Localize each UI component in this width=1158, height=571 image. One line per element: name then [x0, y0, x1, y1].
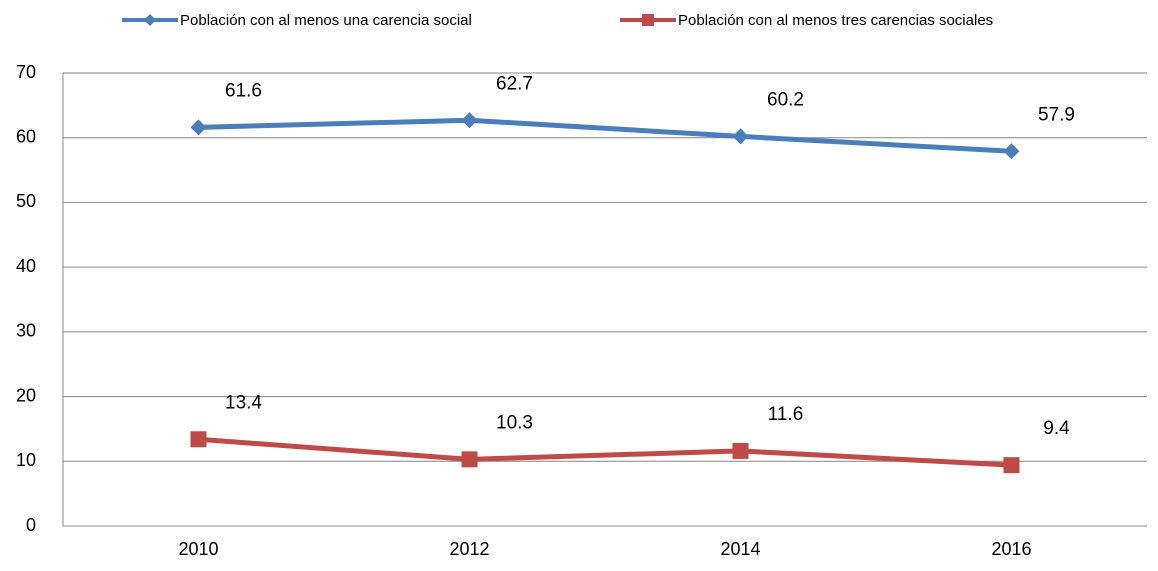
y-tick-label: 20	[16, 385, 36, 405]
data-label: 13.4	[225, 392, 262, 413]
marker	[1003, 457, 1020, 474]
y-tick-label: 10	[16, 450, 36, 470]
y-tick-label: 50	[16, 191, 36, 211]
y-tick-label: 30	[16, 321, 36, 341]
marker	[461, 112, 478, 129]
data-label: 10.3	[496, 412, 533, 433]
marker	[190, 431, 207, 448]
series-line	[198, 436, 1012, 468]
legend-marker	[642, 14, 654, 26]
data-label: 9.4	[1043, 418, 1070, 439]
x-tick-label: 2012	[449, 539, 489, 559]
series-line	[198, 117, 1012, 154]
marker	[1003, 143, 1020, 160]
x-tick-label: 2010	[178, 539, 218, 559]
marker	[732, 128, 749, 145]
x-tick-label: 2014	[720, 539, 760, 559]
data-label: 60.2	[767, 89, 804, 110]
legend-label: Población con al menos una carencia soci…	[180, 12, 472, 29]
y-tick-label: 60	[16, 126, 36, 146]
y-tick-label: 40	[16, 256, 36, 276]
y-tick-label: 70	[16, 62, 36, 82]
marker	[461, 451, 478, 468]
legend-label: Población con al menos tres carencias so…	[678, 12, 993, 29]
marker	[732, 442, 749, 459]
x-tick-label: 2016	[991, 539, 1031, 559]
data-label: 57.9	[1038, 104, 1075, 125]
data-label: 62.7	[496, 73, 533, 94]
data-label: 11.6	[768, 404, 804, 425]
y-tick-label: 0	[26, 515, 36, 535]
marker	[190, 119, 207, 136]
data-label: 61.6	[225, 80, 262, 101]
legend-marker	[144, 14, 156, 26]
